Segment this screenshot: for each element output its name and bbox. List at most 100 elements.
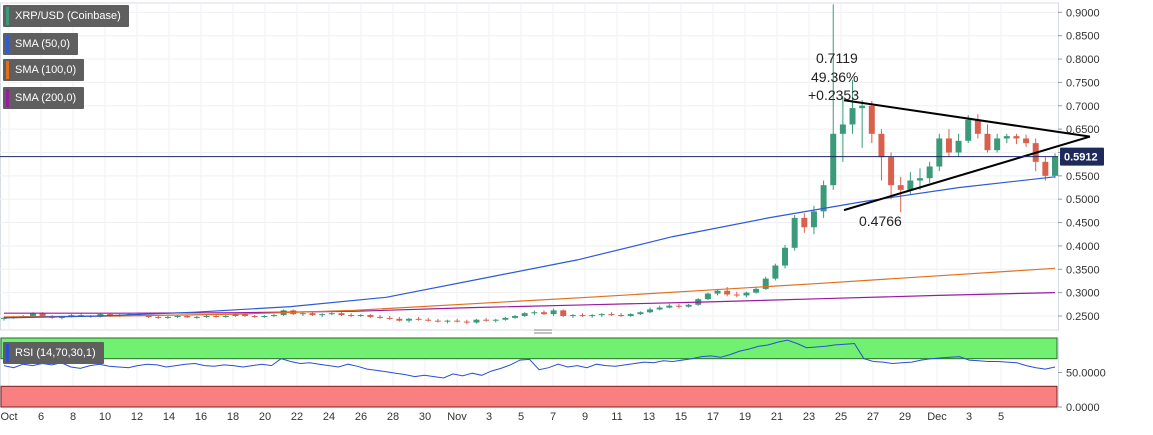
date-tick-label: 30 [419, 411, 431, 423]
date-tick-label: 21 [771, 411, 783, 423]
date-tick-label: 14 [163, 411, 175, 423]
candle-body [762, 278, 769, 289]
candle-body [213, 315, 220, 317]
candle-body [714, 290, 721, 294]
price-tick-label: 0.7500 [1066, 77, 1100, 89]
candle-body [1052, 156, 1058, 176]
date-tick-label: 9 [582, 411, 588, 423]
candle-body [270, 315, 277, 317]
candle-body [502, 317, 509, 320]
candle-body [647, 309, 654, 313]
candle-body [338, 313, 345, 316]
legend-rsi-label: RSI (14,70,30,1) [15, 347, 96, 359]
legend-sma200[interactable]: SMA (200,0) [3, 87, 85, 109]
candle-body [801, 217, 808, 228]
date-tick-label: 13 [643, 411, 655, 423]
price-pane-frame [0, 2, 1059, 331]
candle-body [782, 247, 789, 266]
legend-main-label: XRP/USD (Coinbase) [15, 10, 121, 22]
candle-body [242, 314, 249, 316]
candle-body [425, 319, 432, 321]
price-tick-label: 0.4500 [1066, 218, 1100, 230]
candle-body [1013, 136, 1020, 139]
candle-body [704, 293, 711, 300]
candle-body [58, 316, 65, 318]
legend-sma100[interactable]: SMA (100,0) [3, 59, 85, 81]
triangle-upper-line [843, 99, 1091, 138]
candle-body [415, 318, 422, 320]
candle-body [772, 265, 779, 279]
legend-rsi-swatch [6, 344, 9, 362]
candle-body [733, 294, 740, 296]
candle-body [907, 180, 914, 190]
date-tick-label: 12 [131, 411, 143, 423]
date-tick-label: 8 [70, 411, 76, 423]
candle-body [29, 313, 36, 316]
candle-body [974, 119, 981, 134]
candle-body [868, 105, 875, 134]
date-tick-label: Oct [0, 411, 17, 423]
candle-body [627, 314, 634, 316]
candle-body [222, 315, 229, 317]
date-tick-label: 24 [323, 411, 335, 423]
date-tick-label: 16 [195, 411, 207, 423]
legend-rsi[interactable]: RSI (14,70,30,1) [3, 342, 104, 364]
candle-body [656, 307, 663, 310]
date-tick-label: 29 [899, 411, 911, 423]
last-price-value: 0.5912 [1064, 152, 1098, 164]
rsi-oversold-zone [0, 385, 1058, 408]
candle-body [377, 316, 384, 318]
price-tick-label: 0.3500 [1066, 264, 1100, 276]
candle-body [550, 310, 557, 315]
date-tick-label: Nov [447, 411, 467, 423]
candle-body [955, 140, 962, 153]
candle-body [830, 133, 837, 186]
date-tick-label: 5 [518, 411, 524, 423]
candle-body [473, 319, 480, 323]
candle-body [878, 133, 885, 158]
date-tick-label: 5 [998, 411, 1004, 423]
candle-body [512, 315, 519, 318]
date-tick-label: 15 [675, 411, 687, 423]
candle-body [203, 315, 210, 317]
candle-body [357, 315, 364, 317]
candle-body [193, 316, 200, 318]
date-tick-label: 23 [803, 411, 815, 423]
candle-body [184, 315, 191, 318]
legend-sma50[interactable]: SMA (50,0) [3, 33, 79, 55]
candle-body [39, 313, 46, 316]
price-tick-label: 0.5000 [1066, 194, 1100, 206]
annotation-low-price: 0.4766 [859, 213, 902, 229]
candle-body [454, 320, 461, 322]
candle-body [261, 315, 268, 317]
candle-body [598, 314, 605, 316]
date-tick-label: 27 [867, 411, 879, 423]
date-tick-label: 10 [99, 411, 111, 423]
rsi-line [3, 339, 1056, 379]
date-tick-label: 11 [611, 411, 622, 423]
date-tick-label: 7 [550, 411, 556, 423]
legend-main[interactable]: XRP/USD (Coinbase) [3, 5, 129, 27]
candle-body [945, 138, 952, 153]
candle-body [984, 133, 991, 151]
candle-body [309, 313, 316, 316]
legend-sma100-label: SMA (100,0) [15, 64, 77, 76]
candle-body [675, 305, 682, 307]
last-price-badge [1060, 147, 1104, 166]
candle-body [299, 313, 306, 315]
candle-body [463, 321, 470, 323]
candle-body [849, 108, 856, 125]
candle-body [174, 315, 181, 317]
date-tick-label: 25 [835, 411, 847, 423]
price-tick-label: 0.4000 [1066, 241, 1100, 253]
candle-body [897, 185, 904, 190]
candle-body [155, 316, 162, 318]
candle-body [685, 304, 692, 307]
rsi-tick-label: 0.0000 [1066, 402, 1100, 414]
date-tick-label: 3 [966, 411, 972, 423]
candle-body [531, 312, 538, 314]
candle-body [348, 315, 355, 317]
candle-body [579, 315, 586, 317]
date-tick-label: 20 [259, 411, 271, 423]
